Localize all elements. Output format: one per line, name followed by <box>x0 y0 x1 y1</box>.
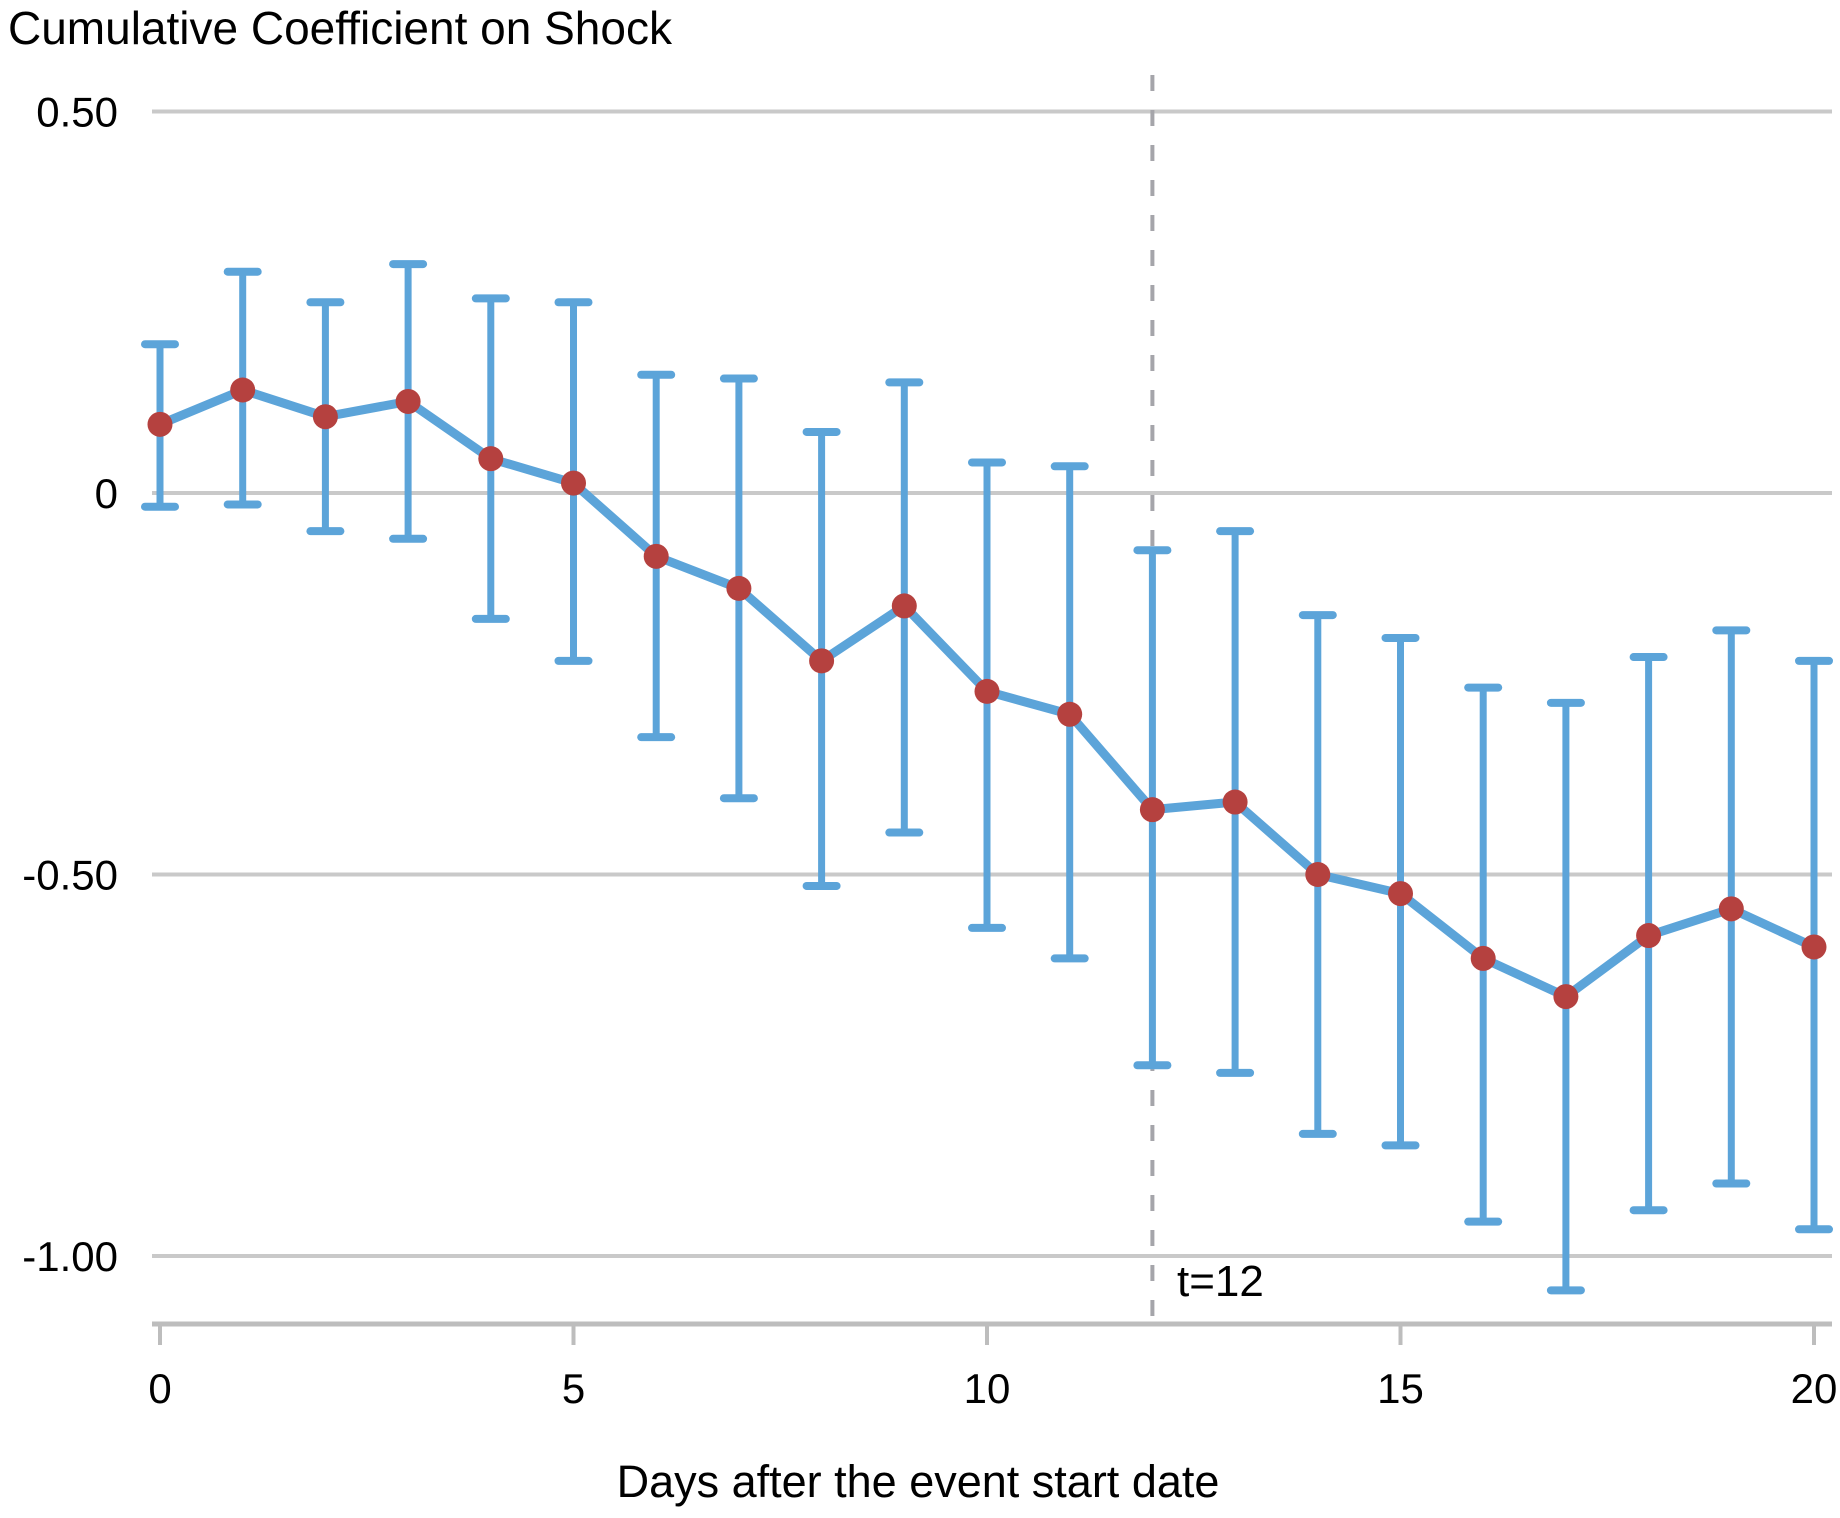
y-tick-label: -1.00 <box>22 1233 118 1280</box>
x-tick-labels: 0 5 10 15 20 <box>148 1365 1837 1412</box>
data-point <box>1636 923 1662 949</box>
data-point <box>891 593 917 619</box>
data-point <box>312 404 338 430</box>
y-tick-label: -0.50 <box>22 852 118 899</box>
data-point <box>147 411 173 437</box>
data-point <box>974 678 1000 704</box>
data-point <box>1222 789 1248 815</box>
chart-title: Cumulative Coefficient on Shock <box>8 2 673 54</box>
y-tick-labels: 0.50 0 -0.50 -1.00 <box>22 89 118 1281</box>
x-tick-label: 15 <box>1377 1365 1424 1412</box>
data-point <box>1470 945 1496 971</box>
data-point <box>809 648 835 674</box>
data-point <box>1057 701 1083 727</box>
data-point <box>1801 934 1827 960</box>
data-point <box>726 575 752 601</box>
x-axis-label: Days after the event start date <box>617 1456 1220 1507</box>
x-axis <box>152 1321 1832 1345</box>
y-tick-label: 0.50 <box>36 89 118 136</box>
data-point <box>1139 797 1165 823</box>
data-point <box>230 377 256 403</box>
data-point <box>395 388 421 414</box>
error-bars <box>141 260 1833 1295</box>
data-point <box>1553 984 1579 1010</box>
x-tick-label: 20 <box>1791 1365 1838 1412</box>
data-point <box>561 470 586 496</box>
data-point <box>1305 862 1331 887</box>
x-tick-label: 0 <box>148 1365 171 1412</box>
y-tick-label: 0 <box>95 470 118 517</box>
data-point <box>1388 881 1413 907</box>
vline-label: t=12 <box>1177 1257 1264 1306</box>
gridlines <box>152 109 1832 1258</box>
data-point <box>643 543 669 569</box>
data-point <box>1718 896 1744 922</box>
data-points <box>147 377 1827 1010</box>
data-point <box>478 446 504 472</box>
x-tick-label: 10 <box>964 1365 1011 1412</box>
x-tick-label: 5 <box>562 1365 585 1412</box>
